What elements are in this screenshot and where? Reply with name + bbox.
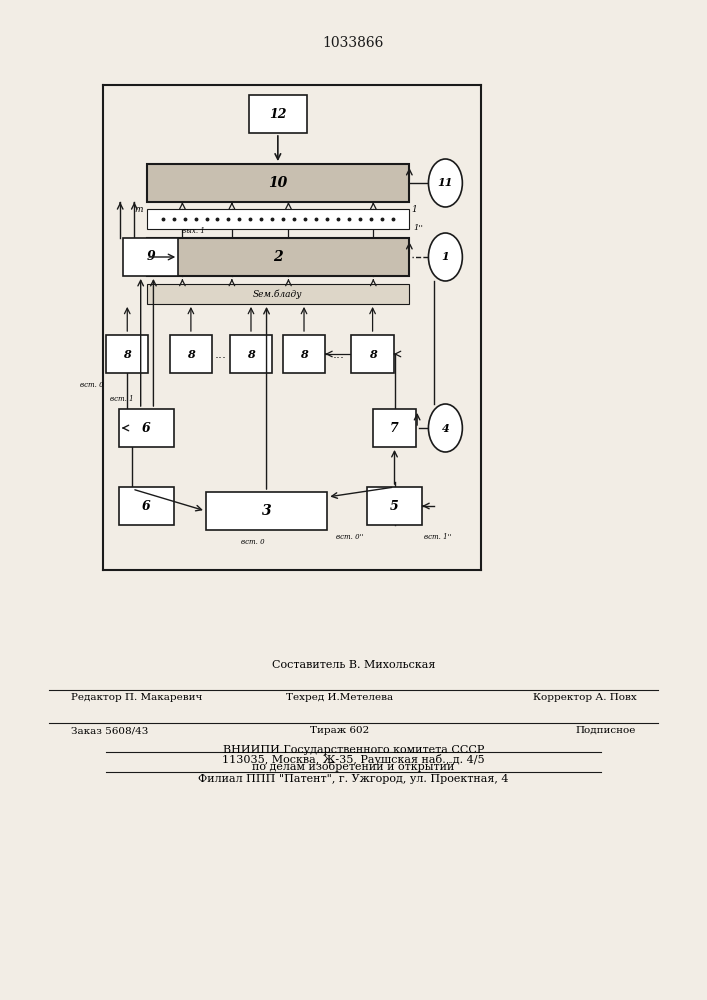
Circle shape: [428, 404, 462, 452]
Text: 12: 12: [269, 107, 286, 120]
Text: Составитель В. Михольская: Составитель В. Михольская: [271, 660, 436, 670]
Text: 8: 8: [369, 349, 376, 360]
Text: 1033866: 1033866: [323, 36, 384, 50]
Bar: [147, 209, 409, 229]
Text: вст. 0'': вст. 0'': [336, 533, 363, 541]
Text: m: m: [134, 205, 143, 214]
Text: 1'': 1'': [414, 224, 423, 232]
Text: Тираж 602: Тираж 602: [310, 726, 369, 735]
Text: ...: ...: [215, 348, 227, 360]
Text: 8: 8: [300, 349, 308, 360]
Bar: [147, 164, 409, 202]
Text: вст. 1'': вст. 1'': [424, 533, 452, 541]
Text: 1: 1: [411, 205, 417, 214]
Text: Редактор П. Макаревич: Редактор П. Макаревич: [71, 693, 202, 702]
Bar: [206, 492, 327, 530]
Bar: [119, 487, 174, 525]
Text: ...: ...: [332, 348, 344, 360]
Circle shape: [428, 233, 462, 281]
Text: 8: 8: [124, 349, 131, 360]
Text: 9: 9: [146, 250, 155, 263]
Text: Корректор А. Повх: Корректор А. Повх: [532, 693, 636, 702]
Bar: [373, 409, 416, 447]
Bar: [147, 284, 409, 304]
Text: 2: 2: [273, 250, 283, 264]
Text: ВНИИПИ Государственного комитета СССР: ВНИИПИ Государственного комитета СССР: [223, 745, 484, 755]
Text: 11: 11: [438, 178, 453, 188]
Text: 6: 6: [142, 422, 151, 434]
Text: 8: 8: [187, 349, 194, 360]
Text: 4: 4: [442, 422, 449, 434]
Text: вст. 0: вст. 0: [240, 538, 264, 546]
Bar: [106, 335, 148, 373]
Text: 1: 1: [442, 251, 449, 262]
Text: 7: 7: [390, 422, 399, 434]
Bar: [170, 335, 212, 373]
Text: Sем.бладу: Sем.бладу: [253, 289, 303, 299]
Bar: [147, 238, 409, 276]
Text: по делам изобретений и открытий: по делам изобретений и открытий: [252, 761, 455, 772]
Text: Подписное: Подписное: [576, 726, 636, 735]
Text: 113035, Москва, Ж-35, Раушская наб., д. 4/5: 113035, Москва, Ж-35, Раушская наб., д. …: [222, 754, 485, 765]
Bar: [230, 335, 272, 373]
Text: 6: 6: [142, 499, 151, 512]
Text: вых. 1: вых. 1: [182, 227, 204, 235]
Text: 3: 3: [262, 504, 271, 518]
Text: вст. 0: вст. 0: [81, 381, 104, 389]
Text: 10: 10: [268, 176, 288, 190]
Text: 8: 8: [247, 349, 255, 360]
Text: вст. 1: вст. 1: [110, 395, 133, 403]
Circle shape: [428, 159, 462, 207]
Bar: [119, 409, 174, 447]
Text: Техред И.Метелева: Техред И.Метелева: [286, 693, 393, 702]
Bar: [249, 95, 307, 133]
Text: 5: 5: [390, 499, 399, 512]
Text: Заказ 5608/43: Заказ 5608/43: [71, 726, 148, 735]
Text: Филиал ППП "Патент", г. Ужгород, ул. Проектная, 4: Филиал ППП "Патент", г. Ужгород, ул. Про…: [198, 774, 509, 784]
Bar: [367, 487, 422, 525]
Bar: [283, 335, 325, 373]
Bar: [123, 238, 178, 276]
Bar: [351, 335, 394, 373]
